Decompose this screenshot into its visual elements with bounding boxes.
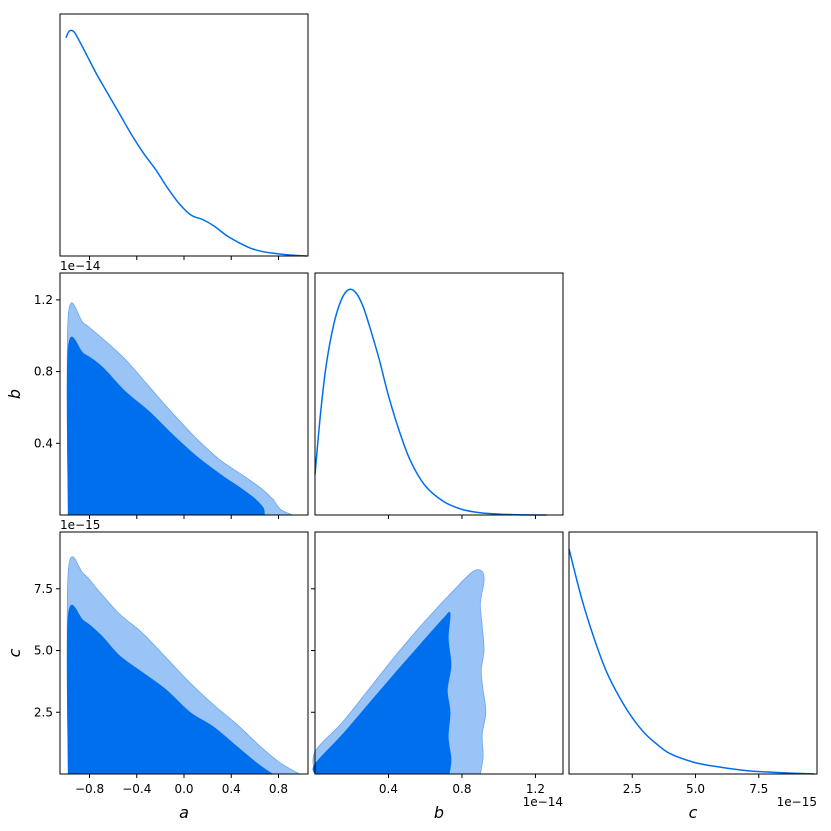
panel-marginal-b xyxy=(314,272,564,516)
c-axis-bottom-offset-label: 1e−15 xyxy=(777,795,817,809)
y-tick-label-b: 0.8 xyxy=(34,365,53,379)
marginal-b-curve xyxy=(314,288,547,516)
y-axis-label-c: c xyxy=(5,648,24,657)
b-axis-offset-label: 1e−14 xyxy=(60,259,100,273)
x-axis-label-c: c xyxy=(689,803,698,822)
panel-contour-a-c xyxy=(59,531,309,775)
x-tick-label-b: 0.4 xyxy=(379,782,398,796)
c-axis-offset-label: 1e−15 xyxy=(60,518,100,532)
x-tick-label-a: 0.8 xyxy=(269,782,288,796)
panel-frame xyxy=(314,272,564,516)
x-tick-label-b: 0.8 xyxy=(452,782,471,796)
ticks-layer: −0.8 −0.4 0.0 0.4 0.8 0.4 0.8 1.2 2.5 5.0 7.5 0.4 0.… xyxy=(34,256,768,796)
panel-contour-a-b xyxy=(59,272,309,516)
marginal-a-curve xyxy=(65,29,307,257)
x-tick-label-b: 1.2 xyxy=(526,782,545,796)
b-axis-bottom-offset-label: 1e−14 xyxy=(523,795,563,809)
marginal-c-curve xyxy=(568,548,815,775)
panel-marginal-a xyxy=(59,13,309,257)
x-axis-label-a: a xyxy=(179,803,189,822)
x-tick-label-a: 0.0 xyxy=(174,782,193,796)
panel-frame xyxy=(568,531,818,775)
y-tick-label-c: 5.0 xyxy=(34,644,53,658)
x-axis-label-b: b xyxy=(434,803,444,822)
panel-frame xyxy=(314,531,564,775)
y-tick-label-c: 2.5 xyxy=(34,705,53,719)
panel-contour-b-c xyxy=(312,531,564,775)
contour-a-b-inner xyxy=(66,336,265,516)
y-tick-label-b: 0.4 xyxy=(34,436,53,450)
x-tick-label-c: 7.5 xyxy=(749,782,768,796)
contour-b-c-inner xyxy=(312,611,452,775)
y-tick-label-b: 1.2 xyxy=(34,293,53,307)
contour-a-c-inner xyxy=(66,605,274,775)
panel-frame xyxy=(59,13,309,257)
y-tick-label-c: 7.5 xyxy=(34,582,53,596)
x-tick-label-a: 0.4 xyxy=(222,782,241,796)
panel-marginal-c xyxy=(568,531,818,775)
x-tick-label-a: −0.8 xyxy=(75,782,104,796)
y-axis-label-b: b xyxy=(5,389,24,399)
x-tick-label-c: 2.5 xyxy=(623,782,642,796)
x-tick-label-c: 5.0 xyxy=(686,782,705,796)
x-tick-label-a: −0.4 xyxy=(122,782,151,796)
